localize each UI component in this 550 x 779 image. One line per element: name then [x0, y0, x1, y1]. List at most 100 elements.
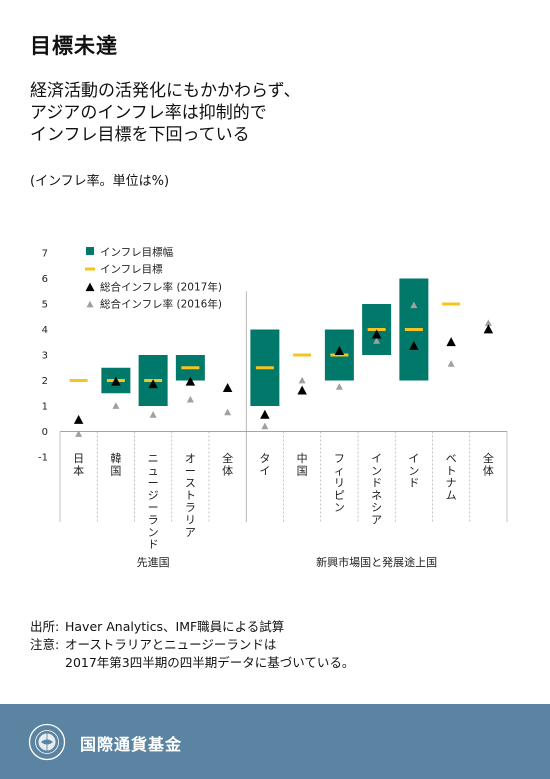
category-label: 日	[73, 452, 84, 465]
cpi-2016-point	[335, 383, 343, 390]
category-label: ー	[148, 501, 159, 514]
cpi-2017-point	[111, 376, 121, 386]
cpi-2017-point	[446, 337, 456, 347]
target-marker	[404, 328, 423, 331]
y-tick-label: -1	[38, 453, 48, 464]
category-label: リ	[334, 477, 345, 490]
subtitle-line: インフレ目標を下回っている	[30, 125, 250, 145]
cpi-2017-point	[260, 409, 270, 419]
category-label: オ	[185, 452, 196, 465]
cpi-2017-point	[185, 376, 196, 386]
category-label: イ	[408, 452, 419, 465]
category-label: ラ	[185, 501, 196, 514]
cpi-2016-point	[447, 360, 455, 367]
cpi-2016-point	[112, 402, 120, 409]
category-label: ン	[148, 526, 159, 539]
cpi-2017-point	[148, 379, 158, 389]
y-tick-label: 5	[42, 300, 48, 311]
note-text-1: オーストラリアとニュージーランドは	[65, 637, 277, 652]
cpi-2017-point	[483, 324, 494, 334]
category-label: ピ	[334, 489, 345, 502]
category-label: イ	[371, 452, 382, 465]
unit-label: (インフレ率。単位は%)	[30, 174, 170, 189]
legend-label: 総合インフレ率 (2017年)	[100, 281, 222, 294]
cpi-2016-point	[298, 376, 306, 384]
chart-title: 目標未達	[30, 34, 118, 58]
y-tick-label: 1	[42, 402, 48, 413]
category-label: ニ	[148, 452, 159, 465]
cpi-2017-point	[73, 414, 84, 424]
category-label: シ	[371, 501, 382, 514]
cpi-2017-point	[222, 383, 233, 392]
category-label: ア	[371, 514, 382, 527]
category-label: ト	[185, 489, 196, 502]
category-label: 中	[297, 452, 308, 465]
category-label: ィ	[334, 464, 345, 477]
category-label: 体	[483, 463, 494, 477]
category-label: ラ	[148, 514, 159, 527]
cpi-2016-point	[373, 337, 381, 344]
subtitle-line: 経済活動の活発化にもかかわらず、	[30, 81, 301, 101]
category-label: 全	[483, 451, 494, 465]
legend-label: インフレ目標幅	[100, 246, 173, 259]
cpi-2016-point	[224, 408, 232, 416]
cpi-2016-point	[149, 411, 157, 418]
category-label: ン	[371, 464, 382, 477]
source-label: 出所:	[30, 619, 60, 634]
category-label: ナ	[446, 477, 457, 490]
cpi-2016-point	[261, 422, 269, 430]
category-label: ド	[408, 477, 419, 490]
category-label: ネ	[371, 489, 382, 502]
category-label: 国	[297, 464, 308, 477]
cpi-2016-point	[484, 319, 492, 326]
category-label: ム	[446, 489, 457, 502]
cpi-2017-point	[371, 329, 382, 339]
category-label: リ	[185, 514, 196, 527]
category-label: 韓	[110, 452, 121, 465]
y-tick-label: 4	[42, 325, 48, 336]
inflation-chart: -101234567日本韓国ニュージーランドオーストラリア全体タイ中国フィリピン…	[38, 246, 508, 569]
subtitle-line: アジアのインフレ率は抑制的で	[30, 103, 267, 123]
category-label: ト	[446, 464, 457, 477]
y-tick-label: 7	[42, 249, 48, 260]
chart-notes: 出所: Haver Analytics、IMF職員による試算 注意: オーストラ…	[30, 618, 354, 672]
category-label: ジ	[148, 489, 159, 502]
group-label: 新興市場国と発展途上国	[316, 555, 437, 569]
category-label: 国	[110, 464, 121, 477]
category-label: ン	[334, 501, 345, 514]
category-label: ー	[185, 464, 196, 477]
category-label: 全	[222, 451, 233, 465]
y-tick-label: 3	[42, 351, 48, 362]
legend-label: インフレ目標	[100, 263, 163, 276]
category-label: イ	[259, 464, 270, 477]
y-tick-label: 2	[42, 376, 48, 387]
category-label: フ	[334, 452, 345, 465]
chart-subtitle: 経済活動の活発化にもかかわらず、 アジアのインフレ率は抑制的で インフレ目標を下…	[30, 80, 520, 146]
group-label: 先進国	[137, 556, 170, 569]
legend-band-swatch	[86, 247, 94, 255]
cpi-2017-point	[297, 385, 307, 395]
target-marker	[293, 353, 312, 357]
category-label: ス	[185, 477, 196, 490]
cpi-2016-point	[75, 430, 83, 437]
cpi-2017-point	[409, 340, 419, 350]
category-label: ュ	[148, 464, 159, 477]
source-text: Haver Analytics、IMF職員による試算	[65, 619, 285, 634]
category-label: ベ	[446, 452, 457, 465]
cpi-2016-point	[186, 395, 194, 403]
category-label: ン	[408, 464, 419, 477]
category-label: タ	[259, 452, 270, 465]
target-marker	[255, 366, 274, 370]
category-label: 本	[73, 463, 84, 477]
footer-bar: 国際通貨基金	[0, 704, 550, 779]
cpi-2017-point	[334, 346, 345, 356]
category-label: ー	[148, 477, 159, 490]
org-name: 国際通貨基金	[80, 735, 183, 754]
cpi-2016-point	[410, 301, 418, 309]
legend-target-swatch	[85, 267, 95, 271]
y-tick-label: 6	[42, 274, 48, 285]
y-tick-label: 0	[42, 427, 48, 438]
legend-2017-swatch	[85, 282, 95, 292]
note-text-2: 2017年第3四半期の四半期データに基づいている。	[65, 655, 355, 670]
legend-label: 総合インフレ率 (2016年)	[100, 298, 222, 311]
